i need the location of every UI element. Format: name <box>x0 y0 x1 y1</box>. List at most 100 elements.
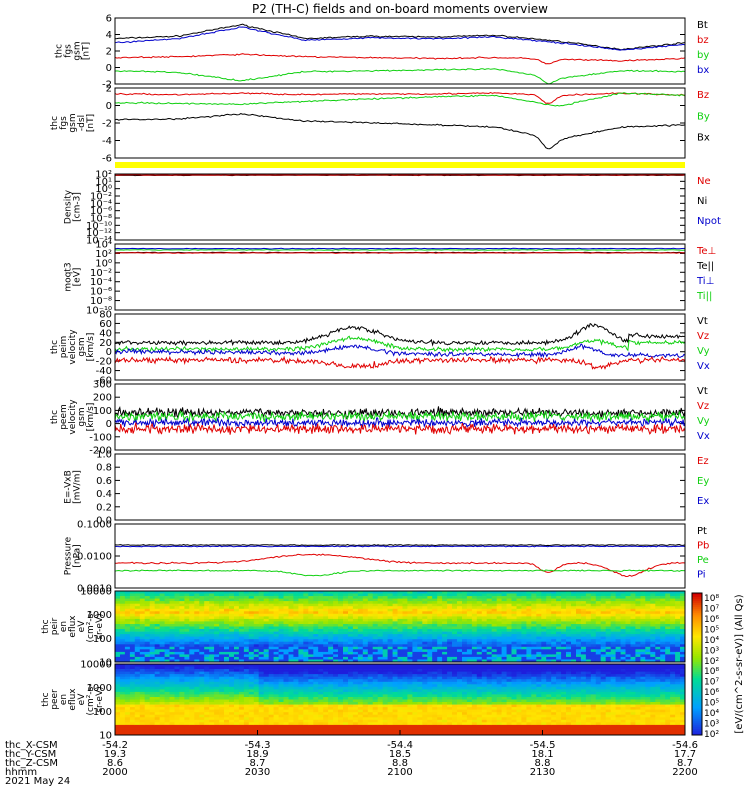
spectrogram-cell <box>224 691 230 695</box>
y-tick-label: 200 <box>93 393 112 404</box>
spectrogram-cell <box>466 639 473 643</box>
spectrogram-cell <box>377 646 384 650</box>
spectrogram-cell <box>258 724 265 728</box>
spectrogram-cell <box>288 724 294 728</box>
spectrogram-cell <box>219 724 225 728</box>
spectrogram-cell <box>248 664 255 667</box>
spectrogram-cell <box>184 644 190 648</box>
spectrogram-cell <box>144 644 151 648</box>
spectrogram-cell <box>387 659 393 663</box>
spectrogram-cell <box>308 596 314 599</box>
spectrogram-cell <box>372 686 379 690</box>
spectrogram-cell <box>486 608 493 612</box>
spectrogram-cell <box>149 727 156 731</box>
spectrogram-cell <box>625 598 631 602</box>
spectrogram-cell <box>199 717 205 721</box>
spectrogram-cell <box>214 626 220 630</box>
legend-Bz: Bz <box>697 90 709 101</box>
spectrogram-cell <box>164 664 170 667</box>
spectrogram-cell <box>159 598 165 602</box>
spectrogram-cell <box>303 591 309 594</box>
y-tick-label: 100 <box>93 707 112 718</box>
spectrogram-cell <box>313 727 319 731</box>
spectrogram-cell <box>600 603 607 607</box>
spectrogram-cell <box>680 649 686 653</box>
spectrogram-cell <box>328 606 334 610</box>
spectrogram-cell <box>427 626 433 630</box>
spectrogram-cell <box>224 611 230 615</box>
spectrogram-cell <box>670 596 676 599</box>
spectrogram-cell <box>209 646 215 650</box>
y-axis-label: [km/s] <box>86 333 96 362</box>
spectrogram-cell <box>372 618 379 622</box>
spectrogram-cell <box>427 608 433 612</box>
spectrogram-cell <box>129 611 136 615</box>
spectrogram-cell <box>184 694 190 698</box>
spectrogram-cell <box>620 613 626 617</box>
spectrogram-cell <box>377 631 384 635</box>
spectrogram-cell <box>432 598 438 602</box>
spectrogram-cell <box>352 593 359 597</box>
spectrogram-cell <box>551 608 557 612</box>
spectrogram-cell <box>675 644 681 648</box>
spectrogram-cell <box>407 591 413 594</box>
spectrogram-cell <box>343 719 349 723</box>
spectrogram-cell <box>134 704 141 708</box>
spectrogram-cell <box>362 636 369 640</box>
y-tick-label: 20 <box>99 338 112 349</box>
spectrogram-cell <box>417 601 423 604</box>
spectrogram-cell <box>590 629 597 632</box>
spectrogram-cell <box>204 674 210 677</box>
spectrogram-cell <box>387 611 393 615</box>
spectrogram-cell <box>258 686 265 690</box>
spectrogram-cell <box>154 679 161 683</box>
spectrogram-cell <box>224 593 230 597</box>
spectrogram-cell <box>219 702 225 705</box>
spectrogram-cell <box>313 644 319 648</box>
spectrogram-cell <box>293 684 299 688</box>
spectrogram-cell <box>253 591 260 594</box>
spectrogram-cell <box>551 636 557 640</box>
spectrogram-cell <box>308 722 314 726</box>
spectrogram-cell <box>362 702 369 705</box>
spectrogram-cell <box>303 654 309 658</box>
spectrogram-cell <box>273 699 279 703</box>
spectrogram-cell <box>124 601 131 604</box>
spectrogram-cell <box>511 626 517 630</box>
spectrogram-cell <box>580 634 587 637</box>
spectrogram-cell <box>124 676 131 680</box>
spectrogram-cell <box>194 732 200 736</box>
spectrogram-cell <box>303 702 309 705</box>
spectrogram-cell <box>144 651 151 655</box>
spectrogram-cell <box>417 646 423 650</box>
spectrogram-cell <box>199 707 205 710</box>
spectrogram-cell <box>313 646 319 650</box>
spectrogram-cell <box>447 596 453 599</box>
spectrogram-cell <box>139 618 146 622</box>
spectrogram-cell <box>129 601 136 604</box>
spectrogram-cell <box>318 671 324 675</box>
spectrogram-cell <box>303 681 309 685</box>
y-tick-label: 10⁻⁸ <box>90 214 112 225</box>
spectrogram-cell <box>179 694 185 698</box>
spectrogram-cell <box>452 656 458 660</box>
legend-Pt: Pt <box>697 526 707 537</box>
legend-Vt: Vt <box>697 316 708 327</box>
spectrogram-cell <box>645 654 651 658</box>
series-Te-perp <box>115 252 686 254</box>
spectrogram-cell <box>387 646 393 650</box>
series-Vx <box>114 343 686 359</box>
spectrogram-cell <box>645 659 651 663</box>
spectrogram-cell <box>120 608 126 612</box>
spectrogram-cell <box>174 699 180 703</box>
y-tick-label: 0 <box>106 63 112 74</box>
spectrogram-cell <box>318 593 324 597</box>
spectrogram-cell <box>645 596 651 599</box>
spectrogram-cell <box>417 634 423 637</box>
spectrogram-cell <box>159 616 165 620</box>
spectrogram-cell <box>511 606 517 610</box>
spectrogram-cell <box>253 659 260 663</box>
spectrogram-cell <box>442 611 448 615</box>
spectrogram-cell <box>288 634 294 637</box>
spectrogram-cell <box>194 674 200 677</box>
